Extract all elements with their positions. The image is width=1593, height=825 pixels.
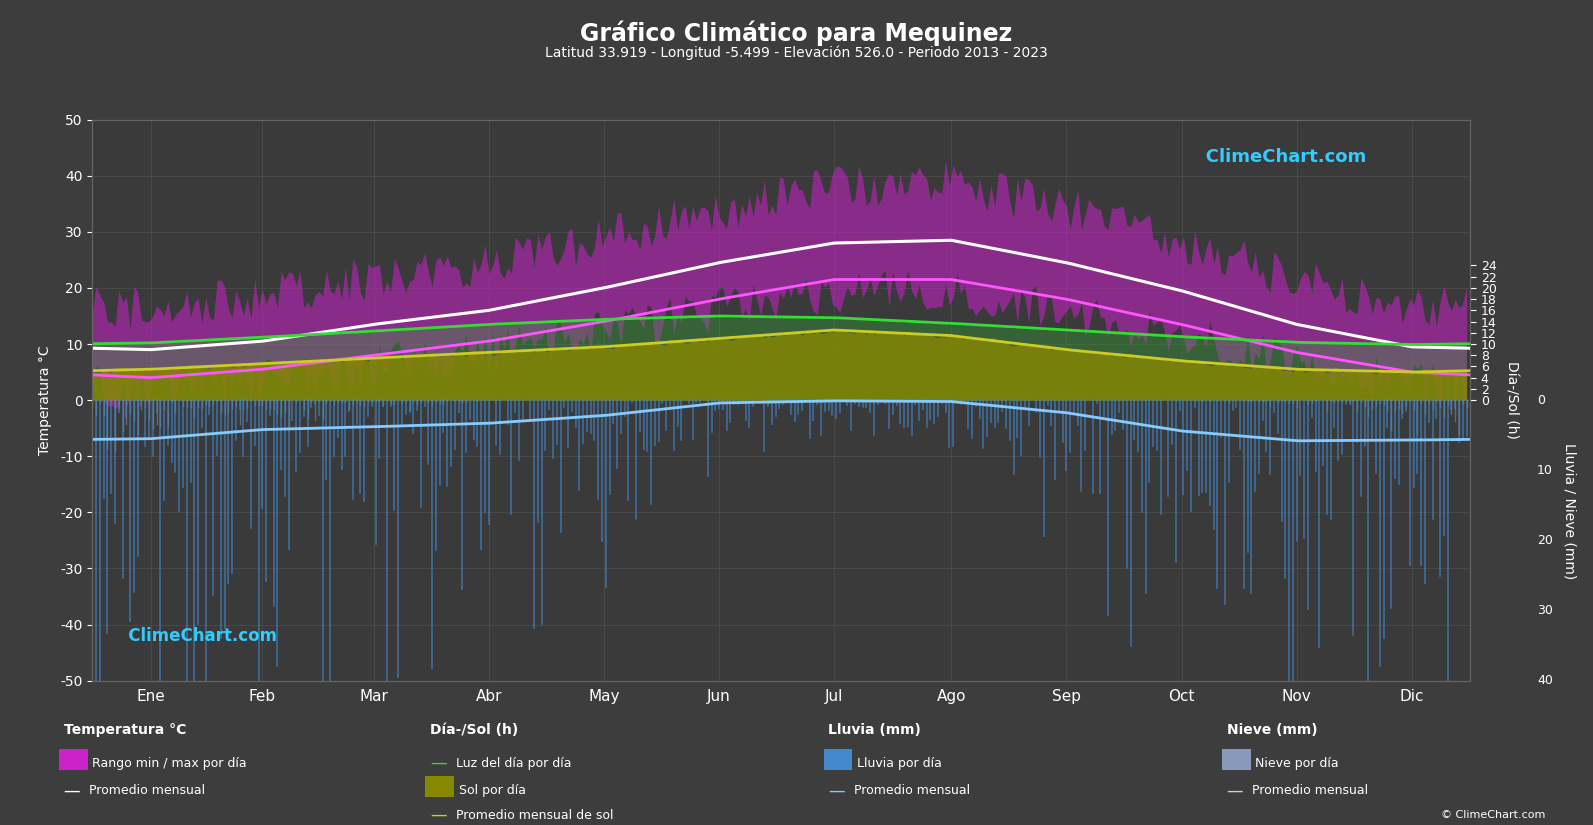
Text: —: —	[430, 754, 446, 772]
Text: Luz del día por día: Luz del día por día	[456, 757, 572, 770]
Text: 40: 40	[1537, 674, 1553, 687]
Y-axis label: Día-/Sol (h): Día-/Sol (h)	[1505, 361, 1518, 439]
Text: ClimeChart.com: ClimeChart.com	[1187, 148, 1367, 166]
Text: Promedio mensual de sol: Promedio mensual de sol	[456, 808, 613, 822]
Text: Promedio mensual: Promedio mensual	[854, 784, 970, 797]
Text: Lluvia por día: Lluvia por día	[857, 757, 941, 770]
Text: —: —	[64, 781, 80, 799]
Text: Rango min / max por día: Rango min / max por día	[92, 757, 247, 770]
Text: Día-/Sol (h): Día-/Sol (h)	[430, 724, 518, 738]
Text: ClimeChart.com: ClimeChart.com	[112, 627, 277, 645]
Text: Nieve (mm): Nieve (mm)	[1227, 724, 1317, 738]
Text: —: —	[828, 781, 844, 799]
Text: Sol por día: Sol por día	[459, 784, 526, 797]
Text: 0: 0	[1537, 394, 1545, 407]
Text: 10: 10	[1537, 464, 1553, 477]
Text: Promedio mensual: Promedio mensual	[89, 784, 205, 797]
Text: © ClimeChart.com: © ClimeChart.com	[1440, 810, 1545, 820]
Y-axis label: Temperatura °C: Temperatura °C	[38, 346, 53, 455]
Text: Promedio mensual: Promedio mensual	[1252, 784, 1368, 797]
Text: 20: 20	[1537, 534, 1553, 547]
Text: 30: 30	[1537, 604, 1553, 617]
Text: Nieve por día: Nieve por día	[1255, 757, 1338, 770]
Text: Temperatura °C: Temperatura °C	[64, 724, 186, 738]
Text: Gráfico Climático para Mequinez: Gráfico Climático para Mequinez	[580, 21, 1013, 46]
Text: Latitud 33.919 - Longitud -5.499 - Elevación 526.0 - Periodo 2013 - 2023: Latitud 33.919 - Longitud -5.499 - Eleva…	[545, 45, 1048, 60]
Text: —: —	[1227, 781, 1243, 799]
Text: Lluvia / Nieve (mm): Lluvia / Nieve (mm)	[1563, 443, 1575, 580]
Text: Lluvia (mm): Lluvia (mm)	[828, 724, 921, 738]
Text: —: —	[430, 806, 446, 824]
